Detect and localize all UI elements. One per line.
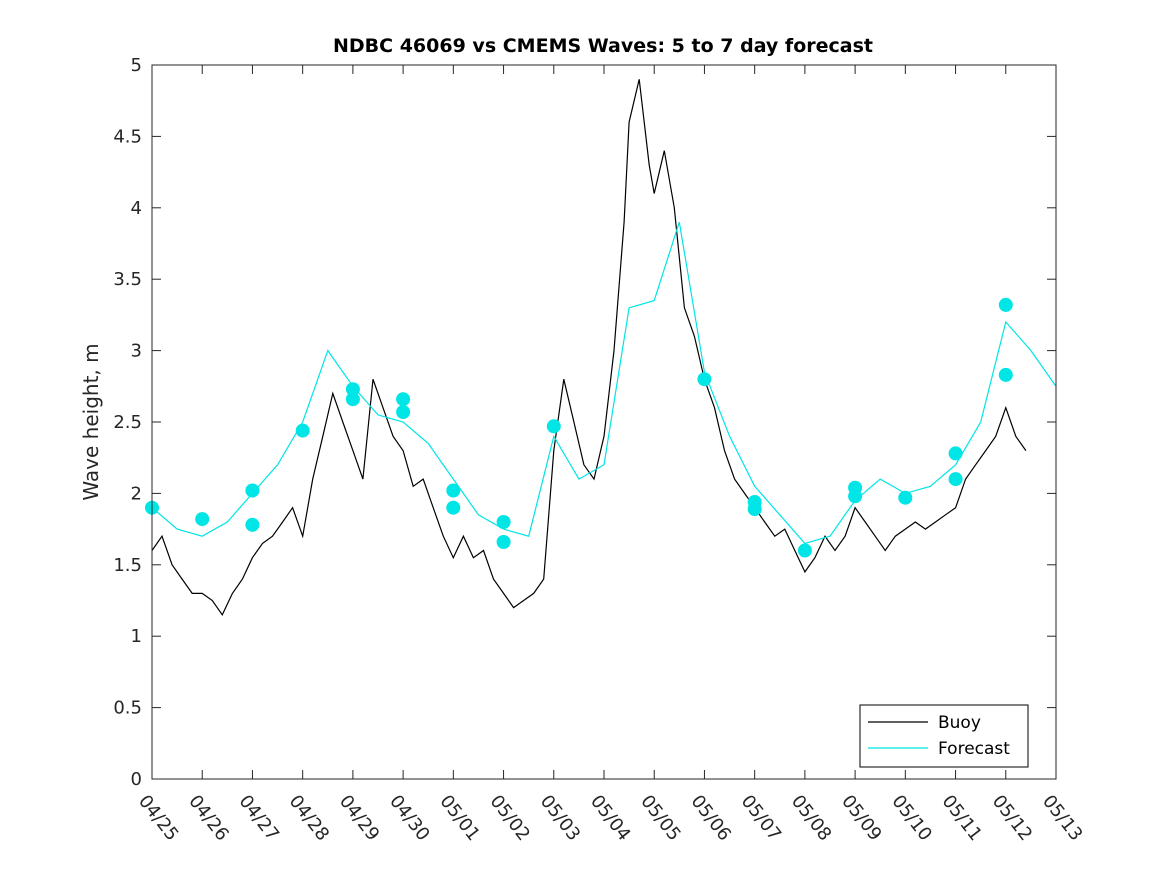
forecast-marker	[998, 367, 1013, 382]
y-tick-label: 2	[131, 483, 142, 504]
forecast-marker	[848, 489, 863, 504]
y-tick-label: 2.5	[113, 412, 142, 433]
y-tick-label: 0.5	[113, 698, 142, 719]
y-axis-label: Wave height, m	[79, 343, 103, 500]
y-tick-label: 4.5	[113, 126, 142, 147]
forecast-marker	[195, 512, 210, 527]
y-tick-label: 3	[131, 341, 142, 362]
forecast-marker	[496, 535, 511, 549]
y-tick-label: 1.5	[113, 555, 142, 576]
y-tick-label: 0	[131, 769, 142, 790]
forecast-marker	[898, 490, 913, 505]
forecast-marker	[747, 502, 762, 517]
forecast-marker	[797, 543, 812, 558]
forecast-marker	[345, 392, 360, 407]
forecast-marker	[295, 423, 310, 438]
y-tick-label: 1	[131, 626, 142, 647]
y-tick-label: 3.5	[113, 269, 142, 290]
forecast-marker	[948, 446, 963, 461]
legend-label-buoy: Buoy	[938, 713, 981, 733]
forecast-marker	[546, 419, 561, 434]
y-tick-label: 4	[131, 198, 142, 219]
forecast-marker	[396, 392, 411, 407]
forecast-marker	[245, 483, 260, 498]
forecast-marker	[697, 372, 712, 387]
chart-title: NDBC 46069 vs CMEMS Waves: 5 to 7 day fo…	[333, 35, 873, 57]
forecast-marker	[245, 517, 260, 532]
legend-box	[859, 704, 1029, 768]
legend: Buoy Forecast	[859, 704, 1029, 768]
series-line-buoy	[151, 79, 1027, 616]
forecast-marker	[446, 483, 461, 498]
forecast-marker	[345, 382, 360, 397]
forecast-marker	[496, 515, 511, 529]
forecast-marker	[948, 472, 963, 487]
legend-label-forecast: Forecast	[938, 739, 1010, 759]
forecast-marker	[998, 297, 1013, 312]
forecast-marker	[396, 405, 411, 419]
y-tick-label: 5	[131, 55, 142, 76]
forecast-marker	[446, 500, 461, 515]
